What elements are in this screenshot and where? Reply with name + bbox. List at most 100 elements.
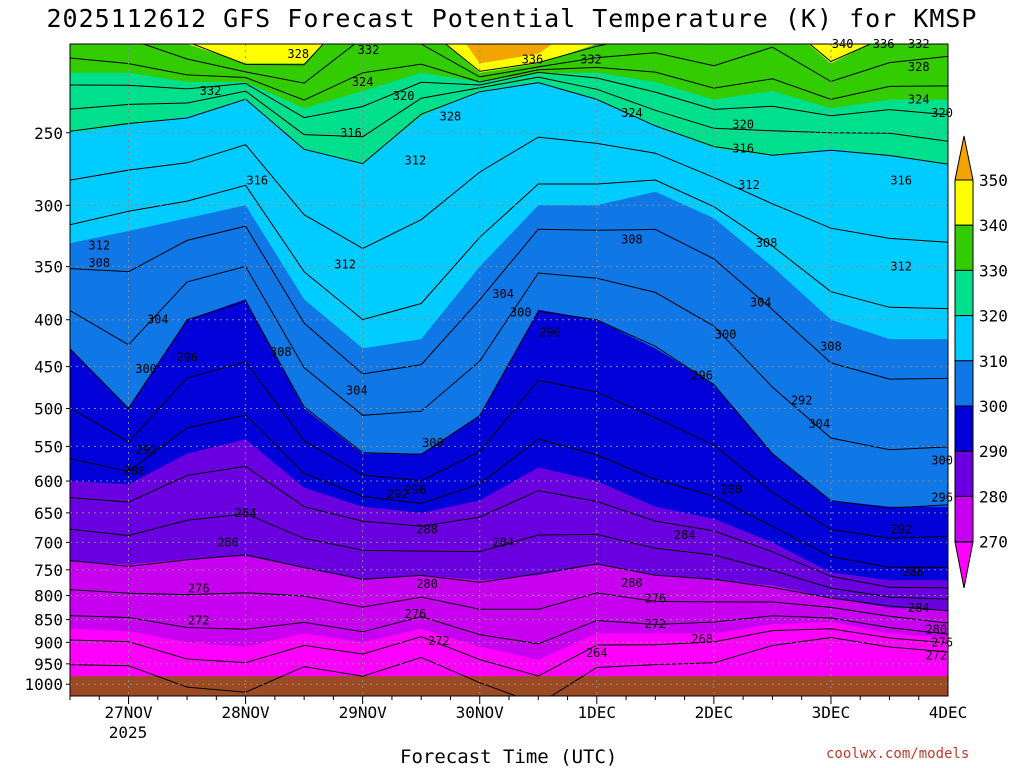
y-tick-label: 750 bbox=[34, 561, 63, 580]
isentrope-312 bbox=[70, 179, 948, 321]
contour-label: 288 bbox=[721, 483, 743, 497]
isentrope-328 bbox=[70, 71, 948, 119]
x-tick-label: 2DEC bbox=[695, 703, 734, 722]
year-label: 2025 bbox=[109, 723, 148, 742]
contour-label: 332 bbox=[200, 84, 222, 98]
x-tick-label: 4DEC bbox=[929, 703, 968, 722]
contour-label: 328 bbox=[908, 60, 930, 74]
contour-label: 296 bbox=[539, 325, 561, 339]
isentrope-284 bbox=[70, 513, 948, 600]
colorbar-label: 310 bbox=[979, 352, 1008, 371]
contour-label: 276 bbox=[405, 607, 427, 621]
contour-label: 280 bbox=[621, 576, 643, 590]
band-above-340 bbox=[187, 44, 870, 73]
contour-label: 288 bbox=[902, 565, 924, 579]
contour-label: 300 bbox=[422, 436, 444, 450]
grid-lines bbox=[70, 44, 949, 696]
contour-label: 316 bbox=[246, 174, 268, 188]
contour-label: 304 bbox=[750, 295, 772, 309]
contour-label: 320 bbox=[931, 106, 953, 120]
contour-label: 296 bbox=[176, 351, 198, 365]
contour-label: 272 bbox=[644, 617, 666, 631]
y-tick-label: 600 bbox=[34, 472, 63, 491]
isentrope-272 bbox=[70, 615, 948, 645]
isentrope-332 bbox=[70, 57, 948, 101]
contour-label: 300 bbox=[931, 454, 953, 468]
contour-label: 280 bbox=[925, 622, 947, 636]
colorbar-segment bbox=[954, 269, 974, 317]
contour-label: 332 bbox=[580, 53, 602, 67]
y-tick-label: 950 bbox=[34, 655, 63, 674]
y-tick-label: 650 bbox=[34, 504, 63, 523]
colorbar-segment bbox=[954, 360, 974, 407]
x-axis: 27NOV 28NOV 29NOV 30NOV 1DEC 2DEC 3DEC 4DEC bbox=[69, 696, 968, 722]
x-tick-label: 30NOV bbox=[456, 703, 505, 722]
contour-label: 312 bbox=[738, 178, 760, 192]
colorbar-bottom-arrow bbox=[954, 541, 974, 589]
isentrope-336 bbox=[141, 44, 948, 84]
contour-label: 324 bbox=[908, 93, 930, 107]
colorbar-segment bbox=[954, 495, 974, 543]
y-tick-label: 400 bbox=[34, 311, 63, 330]
contour-label: 296 bbox=[691, 368, 713, 382]
isentrope-304 bbox=[70, 265, 948, 451]
contour-label: 272 bbox=[925, 648, 947, 662]
band-above-350 bbox=[245, 44, 553, 64]
colorbar-label: 290 bbox=[979, 442, 1008, 461]
isentrope-340 bbox=[191, 44, 872, 72]
colorbar-segment bbox=[954, 405, 974, 452]
contour-label: 300 bbox=[135, 362, 157, 376]
isentrope-288 bbox=[70, 465, 948, 589]
y-axis: 250 300 350 400 450 500 550 600 650 700 750 800 850 9… bbox=[24, 124, 70, 694]
isentrope-264 bbox=[70, 636, 948, 696]
contour-label: 308 bbox=[756, 236, 778, 250]
contour-label: 320 bbox=[393, 89, 415, 103]
contour-label: 284 bbox=[235, 506, 257, 520]
colorbar-label: 270 bbox=[979, 533, 1008, 552]
contour-label: 292 bbox=[890, 523, 912, 537]
contour-label: 308 bbox=[270, 345, 292, 359]
colorbar-label: 320 bbox=[979, 307, 1008, 326]
y-tick-label: 850 bbox=[34, 611, 63, 630]
x-axis-title: Forecast Time (UTC) bbox=[400, 746, 618, 768]
isentrope-292 bbox=[70, 414, 948, 568]
contour-label: 332 bbox=[358, 43, 380, 57]
contour-label: 296 bbox=[405, 483, 427, 497]
contour-label: 324 bbox=[352, 75, 374, 89]
contour-label: 280 bbox=[217, 535, 239, 549]
contour-label: 292 bbox=[791, 393, 813, 407]
isentrope-276 bbox=[70, 589, 948, 624]
y-tick-label: 450 bbox=[34, 358, 63, 377]
isentrope-contours bbox=[70, 44, 948, 696]
credit-link[interactable]: coolwx.com/models bbox=[826, 746, 970, 762]
y-tick-label: 250 bbox=[34, 124, 63, 143]
contour-label: 308 bbox=[88, 256, 110, 270]
colorbar: 350 340 330 320 310 300 290 280 270 bbox=[954, 135, 1008, 589]
contour-label: 288 bbox=[124, 464, 146, 478]
contour-label: 316 bbox=[340, 126, 362, 140]
contour-label: 272 bbox=[428, 634, 450, 648]
contour-label: 320 bbox=[732, 118, 754, 132]
contour-label: 336 bbox=[522, 53, 544, 67]
isentrope-308 bbox=[70, 225, 948, 380]
contour-label: 312 bbox=[890, 260, 912, 274]
colorbar-segment bbox=[954, 450, 974, 497]
isentrope-324 bbox=[70, 76, 948, 142]
isentrope-316 bbox=[70, 136, 948, 249]
contour-label: 276 bbox=[931, 635, 953, 649]
contour-label: 300 bbox=[715, 327, 737, 341]
y-tick-label: 300 bbox=[34, 196, 63, 215]
y-tick-label: 1000 bbox=[24, 675, 63, 694]
contour-label: 308 bbox=[820, 340, 842, 354]
y-tick-label: 900 bbox=[34, 633, 63, 652]
colorbar-label: 340 bbox=[979, 216, 1008, 235]
contour-label: 324 bbox=[621, 106, 643, 120]
contour-label: 292 bbox=[387, 487, 409, 501]
contour-label: 284 bbox=[492, 535, 514, 549]
colorbar-segment bbox=[954, 179, 974, 226]
contour-label: 272 bbox=[188, 614, 210, 628]
contour-label: 292 bbox=[135, 443, 157, 457]
x-tick-label: 1DEC bbox=[578, 703, 617, 722]
contour-label: 284 bbox=[674, 528, 696, 542]
